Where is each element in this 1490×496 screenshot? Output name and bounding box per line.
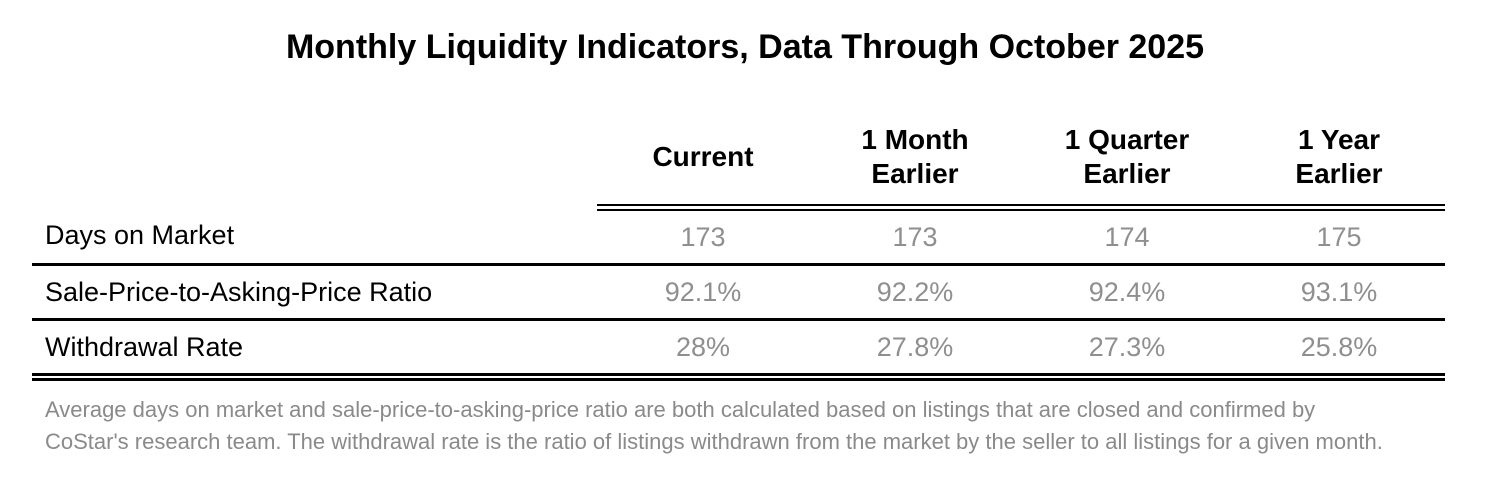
cell-value: 173	[809, 207, 1021, 266]
cell-value: 92.2%	[809, 264, 1021, 321]
column-header-1-month-earlier: 1 Month Earlier	[809, 116, 1021, 211]
page-title: Monthly Liquidity Indicators, Data Throu…	[285, 28, 1205, 66]
cell-value: 25.8%	[1233, 319, 1445, 381]
table-row-withdrawal-rate: Withdrawal Rate 28% 27.8% 27.3% 25.8%	[32, 319, 1445, 381]
cell-value: 92.4%	[1021, 264, 1233, 321]
cell-value: 27.3%	[1021, 319, 1233, 381]
column-header-1-quarter-earlier: 1 Quarter Earlier	[1021, 116, 1233, 211]
column-header-spacer	[32, 116, 597, 208]
liquidity-table: Current 1 Month Earlier 1 Quarter Earlie…	[32, 116, 1445, 381]
row-label: Days on Market	[32, 207, 597, 266]
cell-value: 28%	[597, 319, 809, 381]
cell-value: 27.8%	[809, 319, 1021, 381]
row-label: Withdrawal Rate	[32, 319, 597, 381]
footnote: Average days on market and sale-price-to…	[45, 397, 1383, 454]
cell-value: 173	[597, 207, 809, 266]
row-label: Sale-Price-to-Asking-Price Ratio	[32, 264, 597, 321]
table-row-days-on-market: Days on Market 173 173 174 175	[32, 207, 1445, 266]
table-row-sale-price-to-asking-price-ratio: Sale-Price-to-Asking-Price Ratio 92.1% 9…	[32, 264, 1445, 321]
cell-value: 174	[1021, 207, 1233, 266]
cell-value: 92.1%	[597, 264, 809, 321]
cell-value: 175	[1233, 207, 1445, 266]
cell-value: 93.1%	[1233, 264, 1445, 321]
column-header-current: Current	[597, 116, 809, 211]
column-header-1-year-earlier: 1 Year Earlier	[1233, 116, 1445, 211]
header-row: Current 1 Month Earlier 1 Quarter Earlie…	[32, 116, 1445, 211]
